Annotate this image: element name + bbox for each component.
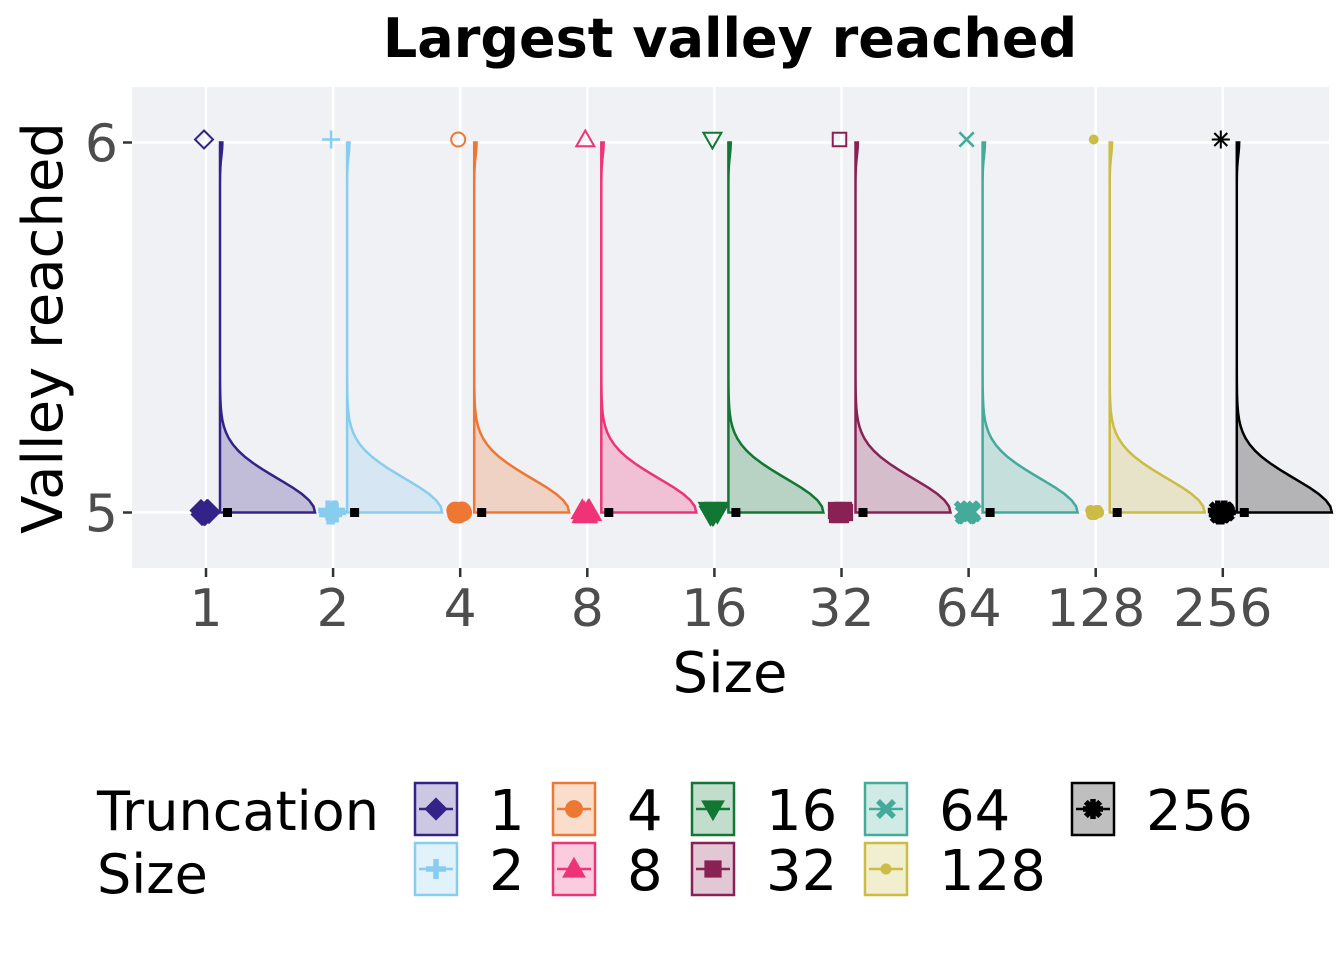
legend-key-2 — [413, 841, 459, 897]
x-tick-label-8: 8 — [571, 579, 604, 639]
x-tick-label-64: 64 — [936, 579, 1002, 639]
legend-key-symbol-2 — [426, 859, 446, 879]
median-point-256 — [1239, 508, 1249, 517]
point-32-high — [831, 131, 848, 148]
point-2-low-8 — [321, 504, 342, 525]
legend-key-symbol-256 — [1083, 799, 1103, 819]
legend-key-8 — [551, 841, 597, 897]
median-point-2 — [350, 508, 360, 517]
legend-key-symbol-1 — [424, 797, 448, 821]
x-tick-label-2: 2 — [317, 579, 350, 639]
median-point-4 — [477, 508, 487, 517]
legend-key-4 — [551, 781, 597, 837]
density-clouds — [218, 141, 1334, 514]
legend-label-128: 128 — [939, 839, 1046, 904]
data-points — [189, 128, 1249, 527]
x-tick-label-4: 4 — [444, 579, 477, 639]
median-point-16 — [731, 508, 741, 517]
point-1-high — [193, 129, 215, 150]
legend-title-line-1: Truncation — [96, 780, 379, 843]
median-point-1 — [223, 508, 232, 517]
density-cloud-256 — [1235, 141, 1334, 514]
legend-label-32: 32 — [766, 839, 837, 904]
density-cloud-1 — [218, 141, 317, 514]
legend-key-256 — [1070, 781, 1116, 837]
legend-key-1 — [413, 781, 459, 837]
legend-label-256: 256 — [1146, 779, 1253, 844]
legend-label-16: 16 — [766, 779, 837, 844]
density-cloud-32 — [854, 141, 953, 514]
point-64-high — [958, 131, 975, 148]
density-cloud-128 — [1108, 141, 1207, 514]
median-point-64 — [985, 508, 995, 517]
x-tick-label-16: 16 — [681, 579, 747, 639]
point-16-high — [701, 131, 724, 151]
x-axis-title: Size — [673, 641, 788, 706]
legend-key-32 — [690, 841, 736, 897]
legend-title-line-2: Size — [97, 843, 208, 906]
point-32-low-8 — [830, 505, 849, 524]
y-tick-label-5: 5 — [85, 485, 118, 545]
legend-label-1: 1 — [489, 779, 525, 844]
point-4-low-8 — [449, 505, 468, 524]
median-point-128 — [1112, 508, 1122, 517]
legend-key-symbol-4 — [565, 800, 583, 818]
legend-key-64 — [863, 781, 909, 837]
point-16-low-8 — [700, 505, 725, 527]
legend-label-2: 2 — [489, 839, 525, 904]
point-2-high — [322, 130, 341, 149]
point-4-high — [450, 131, 467, 148]
x-tick-label-128: 128 — [1046, 579, 1145, 639]
density-cloud-2 — [345, 141, 444, 514]
x-tick-label-1: 1 — [189, 579, 222, 639]
y-axis-title: Valley reached — [11, 122, 76, 534]
legend-key-symbol-32 — [704, 860, 722, 878]
density-cloud-4 — [472, 141, 571, 514]
legend-key-16 — [690, 781, 736, 837]
legend-key-symbol-16 — [701, 800, 725, 822]
density-cloud-8 — [600, 141, 698, 514]
legend-key-128 — [863, 841, 909, 897]
point-256-low-8 — [1210, 504, 1231, 525]
point-128-low-8 — [1088, 509, 1100, 520]
density-cloud-16 — [727, 141, 826, 514]
x-tick-label-256: 256 — [1173, 579, 1272, 639]
point-8-high — [574, 128, 597, 148]
density-cloud-64 — [981, 141, 1080, 514]
x-axis: 1 2 4 8 16 32 64 128 256 — [189, 568, 1272, 639]
legend-label-4: 4 — [627, 779, 663, 844]
legend-label-8: 8 — [627, 839, 663, 904]
point-64-low-8 — [956, 504, 977, 525]
y-axis: 56 — [85, 115, 132, 545]
point-128-high — [1088, 134, 1099, 145]
median-point-32 — [858, 508, 868, 517]
legend-label-64: 64 — [939, 779, 1010, 844]
legend-key-symbol-8 — [562, 856, 586, 878]
y-tick-label-6: 6 — [85, 115, 118, 175]
point-256-high — [1211, 130, 1230, 149]
chart-title: Largest valley reached — [383, 7, 1077, 70]
median-point-8 — [604, 508, 614, 517]
legend-key-symbol-128 — [880, 863, 892, 875]
point-8-low-8 — [573, 502, 598, 524]
plot-panel — [132, 87, 1329, 568]
x-tick-label-32: 32 — [808, 579, 874, 639]
legend-key-symbol-64 — [876, 799, 896, 819]
point-1-low-8 — [192, 502, 216, 527]
